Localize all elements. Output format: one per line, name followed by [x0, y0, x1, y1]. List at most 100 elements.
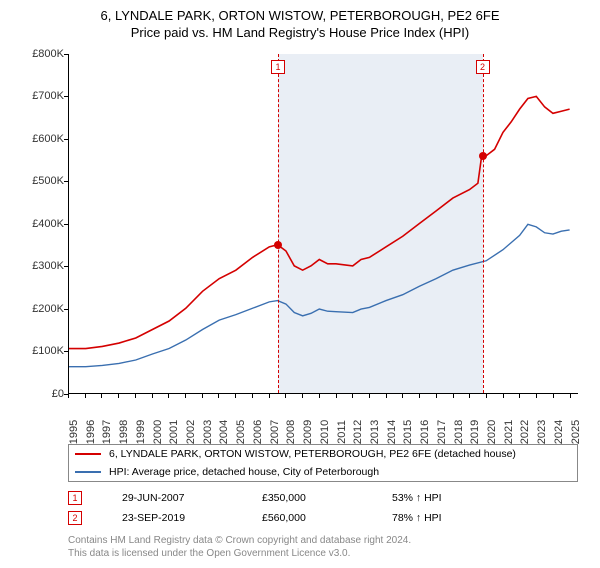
event-marker-label: 1	[271, 60, 285, 74]
y-axis-tick	[64, 309, 68, 310]
x-axis-label: 1997	[101, 420, 113, 444]
x-axis-tick	[218, 394, 219, 398]
y-axis-tick	[64, 266, 68, 267]
y-axis-tick	[64, 181, 68, 182]
x-axis-tick	[336, 394, 337, 398]
event-number-box: 2	[68, 511, 82, 525]
x-axis-tick	[269, 394, 270, 398]
x-axis-label: 2023	[536, 420, 548, 444]
title-line-1: 6, LYNDALE PARK, ORTON WISTOW, PETERBORO…	[12, 8, 588, 25]
legend: 6, LYNDALE PARK, ORTON WISTOW, PETERBORO…	[68, 444, 578, 482]
x-axis-tick	[118, 394, 119, 398]
y-axis-label: £600K	[32, 133, 64, 145]
chart-container: 6, LYNDALE PARK, ORTON WISTOW, PETERBORO…	[0, 0, 600, 568]
x-axis-label: 2019	[469, 420, 481, 444]
event-marker-dot	[274, 241, 282, 249]
event-price: £560,000	[262, 512, 352, 524]
legend-label: HPI: Average price, detached house, City…	[109, 466, 379, 478]
x-axis-tick	[570, 394, 571, 398]
y-axis-tick	[64, 224, 68, 225]
x-axis-label: 2015	[402, 420, 414, 444]
x-axis-tick	[135, 394, 136, 398]
x-axis-label: 2006	[252, 420, 264, 444]
x-axis-tick	[519, 394, 520, 398]
series-hpi	[69, 224, 570, 366]
event-marker-line	[278, 54, 279, 393]
x-axis-tick	[235, 394, 236, 398]
x-axis-label: 2013	[369, 420, 381, 444]
x-axis-label: 1996	[85, 420, 97, 444]
x-axis-label: 2011	[336, 420, 348, 444]
x-axis-label: 2025	[570, 420, 582, 444]
x-axis-tick	[386, 394, 387, 398]
x-axis-label: 2022	[519, 420, 531, 444]
x-axis-tick	[469, 394, 470, 398]
legend-label: 6, LYNDALE PARK, ORTON WISTOW, PETERBORO…	[109, 448, 516, 460]
footer-attribution: Contains HM Land Registry data © Crown c…	[68, 534, 588, 560]
event-date: 29-JUN-2007	[122, 492, 222, 504]
x-axis-tick	[68, 394, 69, 398]
event-hpi-delta: 78% ↑ HPI	[392, 512, 442, 524]
x-axis-tick	[553, 394, 554, 398]
event-marker-dot	[479, 152, 487, 160]
title-line-2: Price paid vs. HM Land Registry's House …	[12, 25, 588, 42]
y-axis-label: £200K	[32, 303, 64, 315]
x-axis-tick	[168, 394, 169, 398]
y-axis-label: £100K	[32, 345, 64, 357]
plot-area: 12	[68, 54, 578, 394]
legend-swatch	[75, 453, 101, 455]
sale-events-table: 129-JUN-2007£350,00053% ↑ HPI223-SEP-201…	[68, 488, 578, 528]
x-axis-label: 2003	[202, 420, 214, 444]
legend-row: HPI: Average price, detached house, City…	[69, 463, 577, 481]
event-row: 129-JUN-2007£350,00053% ↑ HPI	[68, 488, 578, 508]
chart-area: 12 £0£100K£200K£300K£400K£500K£600K£700K…	[12, 48, 588, 438]
x-axis-label: 1998	[118, 420, 130, 444]
x-axis-label: 2005	[235, 420, 247, 444]
y-axis-label: £800K	[32, 48, 64, 60]
x-axis-tick	[302, 394, 303, 398]
y-axis-label: £300K	[32, 260, 64, 272]
x-axis-label: 2014	[386, 420, 398, 444]
x-axis-tick	[402, 394, 403, 398]
x-axis-tick	[319, 394, 320, 398]
x-axis-label: 2018	[453, 420, 465, 444]
x-axis-label: 2004	[218, 420, 230, 444]
x-axis-label: 2002	[185, 420, 197, 444]
y-axis-tick	[64, 351, 68, 352]
event-marker-line	[483, 54, 484, 393]
x-axis-label: 2017	[436, 420, 448, 444]
x-axis-tick	[369, 394, 370, 398]
event-date: 23-SEP-2019	[122, 512, 222, 524]
x-axis-tick	[503, 394, 504, 398]
x-axis-label: 1999	[135, 420, 147, 444]
x-axis-tick	[352, 394, 353, 398]
x-axis-tick	[101, 394, 102, 398]
legend-row: 6, LYNDALE PARK, ORTON WISTOW, PETERBORO…	[69, 445, 577, 463]
x-axis-tick	[85, 394, 86, 398]
y-axis-tick	[64, 54, 68, 55]
y-axis-label: £500K	[32, 175, 64, 187]
x-axis-label: 2024	[553, 420, 565, 444]
x-axis-tick	[185, 394, 186, 398]
footer-line-1: Contains HM Land Registry data © Crown c…	[68, 534, 588, 547]
x-axis-tick	[486, 394, 487, 398]
x-axis-label: 2008	[285, 420, 297, 444]
x-axis-label: 1995	[68, 420, 80, 444]
x-axis-tick	[419, 394, 420, 398]
event-price: £350,000	[262, 492, 352, 504]
legend-swatch	[75, 471, 101, 473]
x-axis-tick	[152, 394, 153, 398]
x-axis-label: 2020	[486, 420, 498, 444]
event-row: 2 23-SEP-2019 £560,000 78% ↑ HPI	[68, 508, 578, 528]
x-axis-tick	[252, 394, 253, 398]
x-axis-label: 2016	[419, 420, 431, 444]
chart-title: 6, LYNDALE PARK, ORTON WISTOW, PETERBORO…	[12, 8, 588, 42]
y-axis-tick	[64, 139, 68, 140]
series-property	[69, 96, 570, 348]
x-axis-label: 2000	[152, 420, 164, 444]
line-series-svg	[69, 54, 578, 393]
y-axis-label: £400K	[32, 218, 64, 230]
footer-line-2: This data is licensed under the Open Gov…	[68, 547, 588, 560]
x-axis-label: 2007	[269, 420, 281, 444]
x-axis-tick	[202, 394, 203, 398]
